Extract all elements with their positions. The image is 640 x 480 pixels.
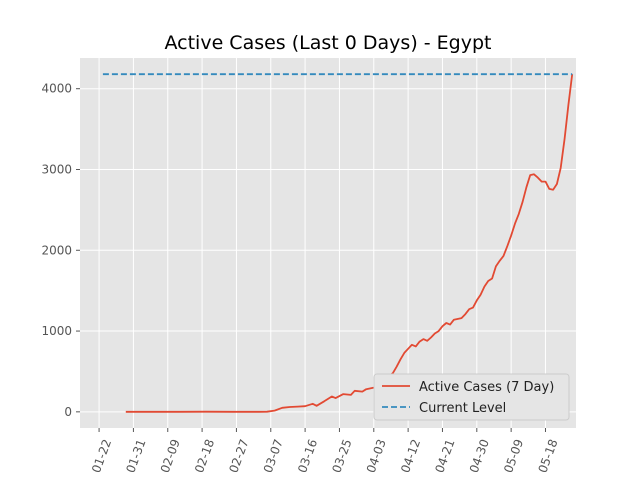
x-tick-label: 03-07 <box>261 437 286 475</box>
x-tick-label: 02-18 <box>192 437 217 475</box>
x-tick-label: 01-31 <box>123 437 148 475</box>
series-line-0 <box>125 74 574 413</box>
legend-box <box>373 373 570 421</box>
legend-label-active-cases: Active Cases (7 Day) <box>419 380 554 395</box>
x-tick-label: 04-30 <box>467 437 492 475</box>
x-tick-label: 01-22 <box>89 437 114 475</box>
plot-background <box>80 58 576 428</box>
x-tick-label: 03-16 <box>295 437 320 475</box>
x-tick-label: 02-09 <box>158 437 183 475</box>
y-axis-ticks: 0 1000 2000 3000 4000 <box>41 82 80 419</box>
x-axis-ticks: 01-22 01-31 02-09 02-18 02-27 03-07 03-16 03-25… <box>89 428 561 475</box>
legend-label-current-level: Current Level <box>419 401 506 416</box>
y-tick-label: 1000 <box>41 324 72 338</box>
y-tick-label: 4000 <box>41 82 72 96</box>
x-tick-label: 04-21 <box>432 437 457 475</box>
grid-lines <box>80 58 576 428</box>
x-tick-label: 03-25 <box>329 437 354 475</box>
y-tick-label: 0 <box>64 405 72 419</box>
series-lines <box>102 73 574 413</box>
x-tick-label: 05-18 <box>535 437 560 475</box>
legend: Active Cases (7 Day) Current Level <box>373 373 570 421</box>
x-tick-label: 02-27 <box>226 437 251 475</box>
x-tick-label: 04-12 <box>398 437 423 475</box>
chart-title: Active Cases (Last 0 Days) - Egypt <box>165 32 492 54</box>
x-tick-label: 04-03 <box>364 437 389 475</box>
y-tick-label: 2000 <box>41 243 72 257</box>
x-tick-label: 05-09 <box>501 437 526 475</box>
y-tick-label: 3000 <box>41 162 72 176</box>
